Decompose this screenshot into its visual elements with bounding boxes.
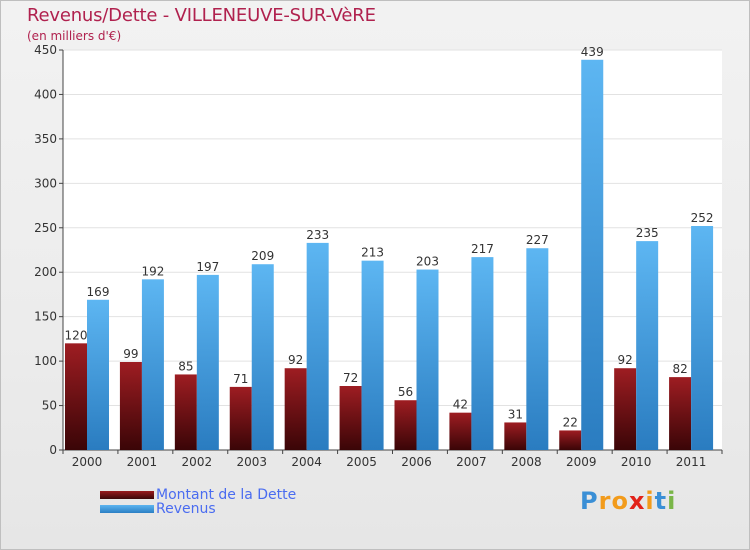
bar-revenus: [361, 260, 384, 450]
legend-swatch-dette: [100, 491, 154, 499]
data-label-dette: 56: [398, 385, 413, 399]
data-label-revenus: 197: [196, 260, 219, 274]
y-tick-label: 300: [34, 176, 57, 190]
bar-revenus: [581, 59, 604, 451]
bar-revenus: [636, 241, 659, 450]
data-label-revenus: 213: [361, 246, 384, 260]
bar-dette: [669, 377, 692, 450]
y-tick-label: 450: [34, 43, 57, 57]
bar-revenus: [526, 248, 549, 450]
data-label-revenus: 233: [306, 228, 329, 242]
x-tick-label: 2002: [182, 455, 213, 469]
plot-area: [63, 50, 722, 450]
data-label-revenus: 192: [141, 264, 164, 278]
data-label-dette: 31: [508, 407, 523, 421]
data-label-revenus: 252: [691, 211, 714, 225]
legend-item-dette: Montant de la Dette: [100, 487, 296, 503]
logo-letter: i: [645, 487, 655, 515]
proxiti-logo: Proxiti: [580, 487, 676, 515]
bar-dette: [119, 362, 142, 450]
data-label-dette: 92: [618, 353, 633, 367]
bar-revenus: [416, 269, 439, 450]
y-tick-label: 100: [34, 354, 57, 368]
data-label-dette: 85: [178, 359, 193, 373]
data-label-revenus: 169: [87, 285, 110, 299]
bar-dette: [339, 386, 362, 450]
data-label-dette: 71: [233, 372, 248, 386]
bar-revenus: [196, 274, 219, 450]
data-label-dette: 72: [343, 371, 358, 385]
bar-revenus: [306, 242, 329, 450]
data-label-dette: 82: [672, 362, 687, 376]
bar-revenus: [251, 264, 274, 450]
logo-letter: x: [628, 487, 646, 515]
y-tick-label: 400: [34, 87, 57, 101]
logo-letter: i: [667, 487, 677, 515]
data-label-revenus: 227: [526, 233, 549, 247]
data-label-revenus: 209: [251, 249, 274, 263]
data-label-revenus: 203: [416, 255, 439, 269]
x-tick-label: 2006: [401, 455, 432, 469]
logo-letter: t: [654, 487, 668, 515]
chart-title: Revenus/Dette - VILLENEUVE-SUR-VèRE: [27, 5, 376, 26]
x-tick-label: 2003: [236, 455, 267, 469]
data-label-dette: 120: [65, 328, 88, 342]
chart-subtitle: (en milliers d'€): [27, 29, 122, 43]
x-tick-label: 2011: [676, 455, 707, 469]
data-label-revenus: 235: [636, 226, 659, 240]
bar-dette: [614, 368, 637, 450]
bar-revenus: [141, 279, 164, 450]
x-tick-label: 2000: [72, 455, 103, 469]
x-tick-label: 2004: [291, 455, 322, 469]
bar-dette: [284, 368, 307, 450]
legend-label-dette: Montant de la Dette: [156, 487, 297, 503]
logo-letter: P: [580, 487, 599, 515]
bar-dette: [174, 374, 197, 450]
x-tick-label: 2010: [621, 455, 652, 469]
bar-revenus: [471, 257, 494, 450]
data-label-dette: 22: [563, 415, 578, 429]
bar-revenus: [87, 299, 109, 450]
legend-swatch-revenus: [100, 505, 154, 513]
data-label-dette: 92: [288, 353, 303, 367]
bar-dette: [394, 400, 417, 450]
y-tick-label: 0: [49, 443, 57, 457]
logo-letter: o: [611, 487, 629, 515]
bar-dette: [65, 343, 87, 450]
x-tick-label: 2005: [346, 455, 377, 469]
y-tick-label: 150: [34, 310, 57, 324]
data-label-dette: 99: [123, 347, 138, 361]
legend-label-revenus: Revenus: [156, 501, 216, 517]
bar-revenus: [691, 226, 714, 450]
bar-dette: [504, 422, 527, 450]
data-label-revenus: 439: [581, 45, 604, 59]
x-tick-label: 2009: [566, 455, 597, 469]
data-label-revenus: 217: [471, 242, 494, 256]
legend-item-revenus: Revenus: [100, 501, 216, 517]
bar-dette: [559, 430, 582, 450]
logo-letter: r: [598, 487, 612, 515]
bar-dette: [229, 386, 252, 450]
bar-dette: [449, 412, 472, 450]
y-tick-label: 50: [42, 399, 57, 413]
y-tick-label: 250: [34, 221, 57, 235]
x-tick-label: 2007: [456, 455, 487, 469]
x-tick-label: 2001: [127, 455, 158, 469]
x-tick-label: 2008: [511, 455, 542, 469]
y-tick-label: 350: [34, 132, 57, 146]
y-tick-label: 200: [34, 265, 57, 279]
data-label-dette: 42: [453, 398, 468, 412]
